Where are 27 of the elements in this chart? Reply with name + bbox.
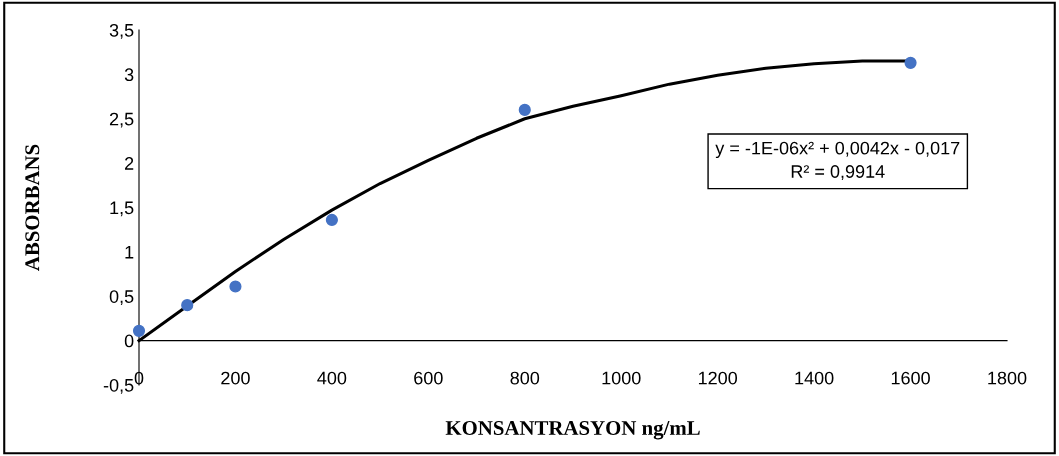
y-tick-label: 0,5 — [109, 290, 134, 306]
x-tick-label: 400 — [317, 371, 347, 385]
x-tick-label: 800 — [510, 371, 540, 385]
point — [518, 103, 531, 116]
point — [325, 213, 338, 226]
y-tick-label: 2 — [125, 157, 134, 170]
x-tick-label: 200 — [221, 371, 250, 385]
y-tick-label: 2,5 — [109, 112, 134, 128]
x-tick-label: 600 — [414, 371, 443, 385]
annotation: y = -1E-06x² + 0,0042x - 0,017 R² = 0,9914 — [715, 141, 960, 181]
point — [181, 299, 194, 312]
x-axis-title: KONSANTRASYON ng/mL — [445, 421, 700, 440]
x-tick-label: 1800 — [988, 371, 1027, 385]
y-tick-label: 3 — [124, 68, 134, 82]
y-axis-title: ABSORBANS — [25, 144, 40, 271]
point — [132, 324, 146, 337]
point — [904, 56, 917, 69]
x-tick-label: 1600 — [891, 371, 930, 385]
y-tick-label: 1,5 — [110, 201, 134, 217]
x-tick-label: 1400 — [795, 371, 834, 385]
y-tick-label: -0,5 — [103, 378, 134, 394]
x-tick-label: 1200 — [698, 371, 738, 385]
point — [229, 280, 242, 293]
y-tick-label: 3,5 — [109, 23, 134, 39]
y-tick-label: 1 — [125, 246, 134, 259]
x-tick-label: 1000 — [602, 371, 641, 385]
y-tick-label: 0 — [124, 334, 134, 348]
